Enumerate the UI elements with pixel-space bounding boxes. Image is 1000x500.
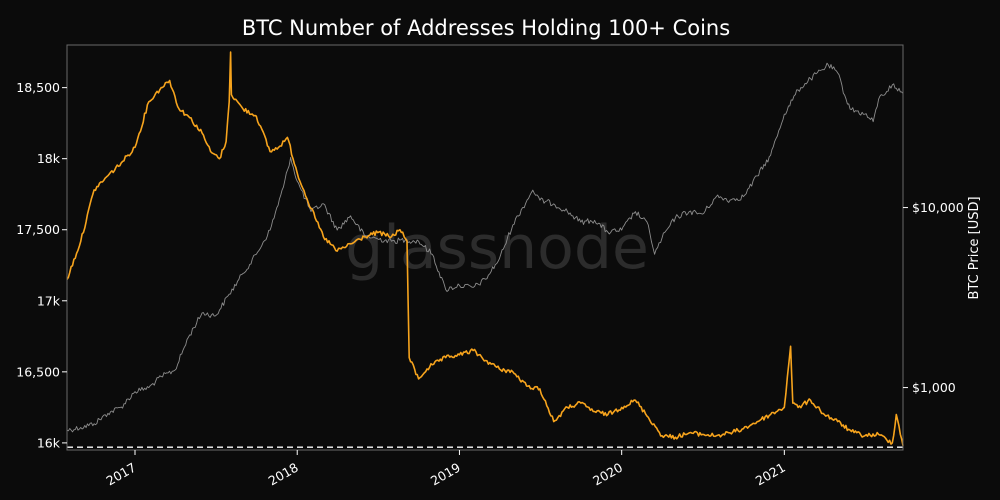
- watermark-text: glassnode: [345, 213, 649, 283]
- addresses-series-line: [66, 51, 904, 446]
- y-right-tick-label: $10,000: [912, 200, 964, 215]
- y-left-tick-label: 17k: [37, 293, 61, 308]
- btc-price-series-line: [66, 62, 904, 433]
- plot-frame: [66, 44, 904, 451]
- y-left-tick-label: 16k: [37, 435, 61, 450]
- series-layer: [66, 51, 904, 446]
- chart-title: BTC Number of Addresses Holding 100+ Coi…: [242, 16, 730, 40]
- y-left-tick-label: 18,500: [16, 80, 60, 95]
- right-axis-label: BTC Price [USD]: [967, 196, 982, 299]
- y-left-tick-label: 18k: [37, 151, 61, 166]
- y-right-tick-label: $1,000: [912, 380, 956, 395]
- y-left-tick-label: 16,500: [16, 364, 60, 379]
- y-left-tick-label: 17,500: [16, 222, 60, 237]
